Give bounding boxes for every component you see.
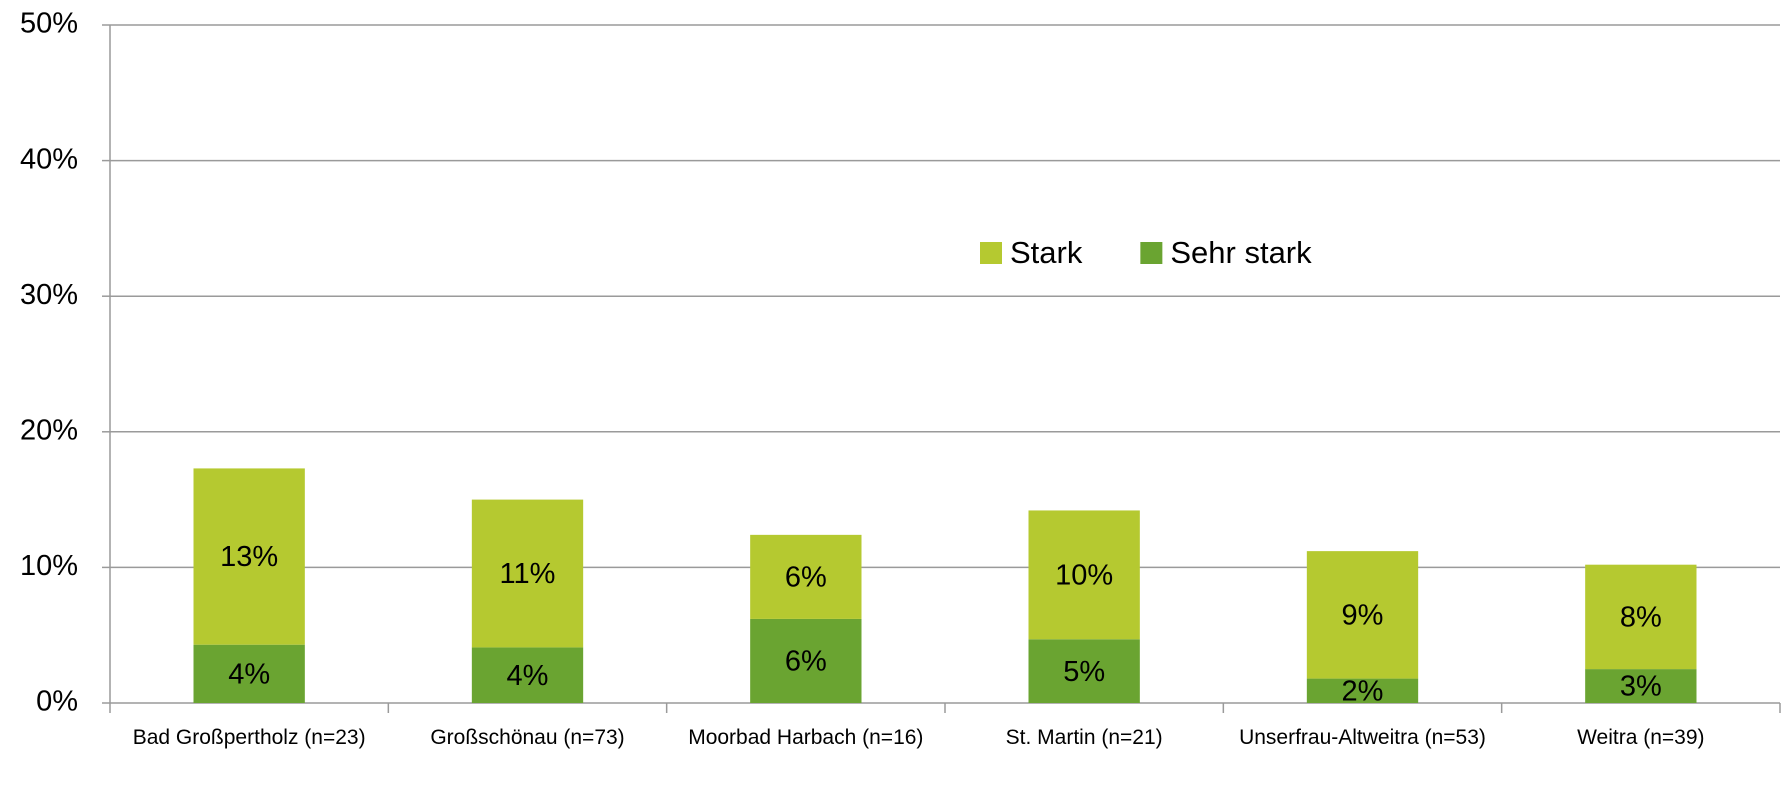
y-tick-label: 20% (20, 414, 78, 446)
data-label: 6% (785, 562, 827, 594)
x-tick-label: Moorbad Harbach (n=16) (688, 726, 924, 749)
data-label: 4% (228, 659, 270, 691)
data-label: 10% (1055, 560, 1113, 592)
bar-segment (193, 644, 305, 703)
x-tick-label: St. Martin (n=21) (1005, 726, 1163, 749)
legend-swatch (1140, 242, 1163, 264)
data-label: 8% (1620, 602, 1662, 634)
y-tick-label: 50% (20, 8, 78, 40)
bar-segment (471, 499, 584, 648)
data-label: 11% (500, 558, 556, 590)
bar-segment (1028, 510, 1140, 640)
bar-segment (1028, 639, 1140, 703)
bar-segment (1585, 564, 1697, 670)
x-tick-label: Bad Großpertholz (n=23) (132, 726, 366, 749)
data-label: 13% (220, 541, 278, 573)
data-label: 6% (785, 646, 827, 678)
x-tick-label: Unserfrau-Altweitra (n=53) (1239, 726, 1486, 749)
data-label: 5% (1063, 656, 1105, 688)
y-tick-label: 40% (20, 143, 78, 175)
x-tick-label: Weitra (n=39) (1577, 726, 1705, 749)
bar-segment (1585, 669, 1697, 703)
data-label: 2% (1342, 675, 1384, 707)
legend-label: Sehr stark (1170, 235, 1312, 270)
bar-segment (750, 618, 862, 703)
bar-segment (471, 647, 584, 703)
legend-swatch (980, 242, 1002, 264)
data-label: 3% (1620, 671, 1662, 703)
y-tick-label: 30% (20, 279, 78, 311)
bar-segment (750, 534, 862, 619)
legend-label: Stark (1010, 235, 1083, 270)
bar-segment (1306, 678, 1419, 703)
bar-segment (193, 468, 305, 645)
data-label: 4% (507, 660, 549, 692)
bar-segment (1306, 551, 1419, 679)
y-tick-label: 10% (20, 550, 78, 582)
y-tick-label: 0% (36, 686, 78, 718)
data-label: 9% (1342, 600, 1384, 632)
x-tick-label: Großschönau (n=73) (430, 726, 625, 749)
